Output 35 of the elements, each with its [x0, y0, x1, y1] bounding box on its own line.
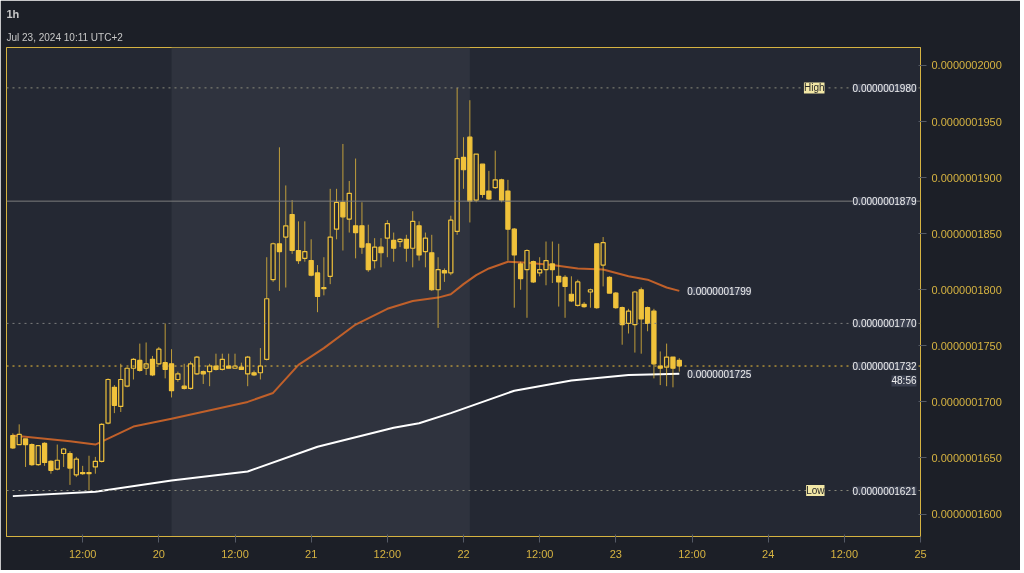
annotation: 0.0000001799 — [687, 285, 752, 297]
annotation: 0.0000001770 — [852, 318, 917, 330]
x-tick-label: 23 — [609, 547, 622, 560]
x-tick-label: 12:00 — [221, 547, 249, 560]
x-tick-label: 24 — [762, 547, 775, 560]
annotation: 0.0000001879 — [852, 196, 917, 208]
annotation: 48:56 — [891, 375, 917, 387]
x-tick-label: 21 — [305, 547, 318, 560]
text: Jul 23, 2024 10:11 UTC+2 — [6, 31, 124, 43]
x-tick-label: 20 — [152, 547, 165, 560]
x-tick-label: 12:00 — [830, 547, 859, 560]
x-tick-label: 25 — [914, 547, 927, 560]
y-tick-label: 0.0000001650 — [931, 451, 1002, 464]
annotation: 0.0000001725 — [687, 368, 752, 380]
x-tick-label: 22 — [457, 547, 470, 560]
ref-line-label: Low — [806, 485, 826, 497]
y-tick-label: 0.0000001600 — [931, 508, 1002, 521]
candlestick — [384, 219, 390, 258]
y-tick-label: 0.0000001700 — [931, 395, 1002, 408]
y-tick-label: 0.0000001900 — [931, 171, 1002, 184]
annotation: 0.0000001980 — [852, 82, 917, 94]
x-tick-label: 12:00 — [678, 547, 706, 560]
annotation: 0.0000001621 — [852, 485, 917, 497]
y-tick-label: 0.0000001850 — [931, 227, 1002, 240]
x-tick-label: 12:00 — [68, 547, 97, 560]
ref-line-label: High — [803, 82, 825, 94]
line-series — [11, 372, 681, 498]
annotation: 0.0000001732 — [852, 361, 917, 373]
x-tick-label: 12:00 — [373, 547, 402, 560]
y-tick-label: 0.0000001800 — [931, 283, 1002, 296]
chart-title: 1h — [6, 7, 20, 20]
y-tick-label: 0.0000002000 — [931, 59, 1002, 72]
y-tick-label: 0.0000001750 — [931, 339, 1002, 352]
y-tick-label: 0.0000001950 — [931, 115, 1002, 128]
x-tick-label: 12:00 — [525, 547, 554, 560]
